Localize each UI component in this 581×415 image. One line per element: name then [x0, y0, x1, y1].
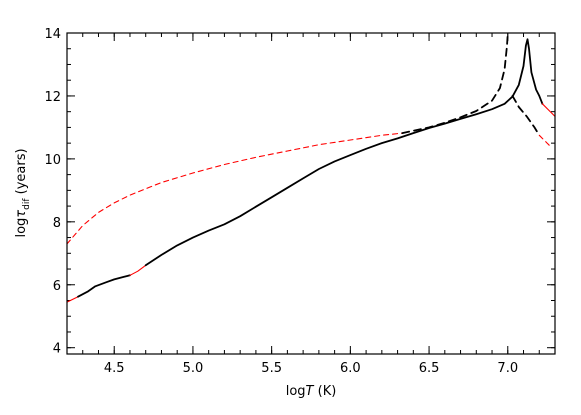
solid-curve-segment	[129, 264, 147, 276]
x-axis-label: logT (K)	[286, 384, 337, 399]
dashed-curve-segment	[511, 95, 541, 137]
y-tick-label: 6	[53, 279, 61, 294]
x-tick-label: 4.5	[104, 361, 125, 376]
y-tick-label: 14	[44, 27, 61, 42]
solid-curve-segment	[144, 38, 544, 267]
dashed-curve-segment	[538, 134, 553, 149]
dashed-curve-segment	[66, 132, 403, 245]
dashed-curve-segment	[401, 32, 509, 134]
x-tick-label: 6.0	[340, 361, 361, 376]
x-tick-label: 7.0	[497, 361, 518, 376]
y-tick-label: 8	[53, 216, 61, 231]
solid-curve-segment	[541, 103, 556, 117]
solid-curve-segment	[77, 274, 131, 298]
y-tick-label: 10	[44, 153, 61, 168]
axis-ticks	[66, 32, 556, 354]
plot-frame	[66, 32, 556, 355]
solid-curve-segment	[66, 296, 79, 303]
y-tick-label: 12	[44, 90, 61, 105]
x-tick-label: 5.0	[183, 361, 204, 376]
series-layer	[66, 32, 556, 303]
x-tick-label: 6.5	[419, 361, 440, 376]
y-tick-label: 4	[53, 342, 61, 357]
x-tick-label: 5.5	[261, 361, 282, 376]
tick-labels: 4.5 5.0 5.5 6.0 6.5 7.0 4 6 8 10 12 14	[44, 27, 518, 376]
y-axis-label: logτdif (years)	[14, 148, 32, 237]
